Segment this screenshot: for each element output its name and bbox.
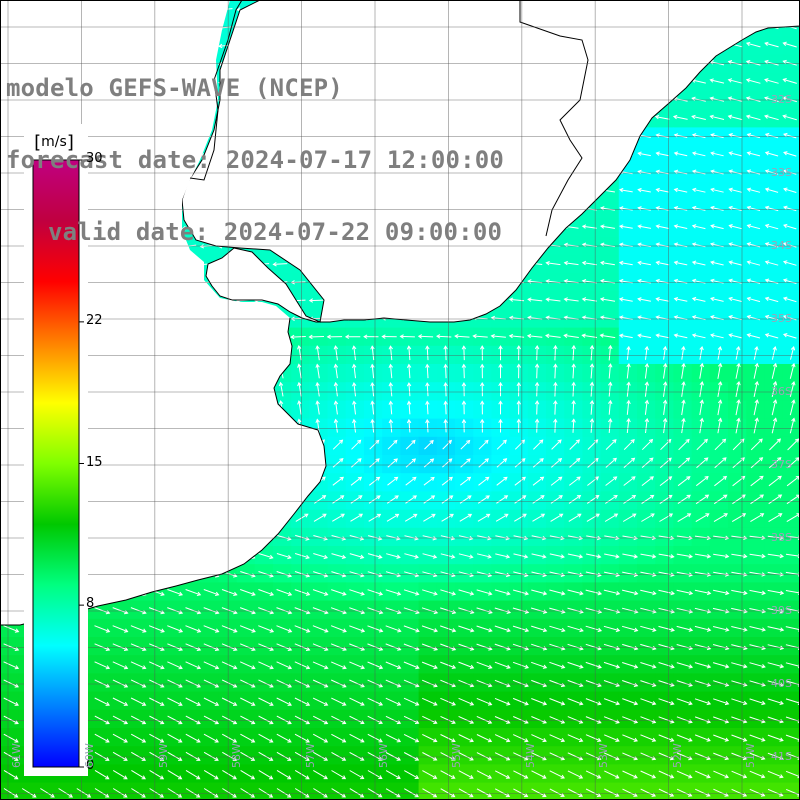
border-line-brazil bbox=[519, 0, 589, 237]
colorbar bbox=[32, 159, 80, 768]
latitude-label: 38S bbox=[771, 531, 792, 544]
longitude-label: 57W bbox=[303, 743, 317, 768]
latitude-label: 33S bbox=[771, 166, 792, 179]
latitude-label: 35S bbox=[771, 312, 792, 325]
longitude-label: 51W bbox=[744, 743, 757, 768]
colorbar-tick-label: 8 bbox=[86, 596, 95, 612]
border-line bbox=[189, 0, 243, 181]
longitude-label: 58W bbox=[230, 743, 244, 768]
longitude-label: 55W bbox=[450, 743, 464, 768]
longitude-label: 54W bbox=[523, 743, 537, 768]
colorbar-unit-text: m/s bbox=[41, 134, 67, 150]
colorbar-unit: [m/s] bbox=[34, 131, 74, 153]
colorbar-tick-label: 15 bbox=[86, 454, 103, 470]
colorbar-tick-label: 22 bbox=[86, 312, 103, 328]
latitude-label: 34S bbox=[771, 239, 792, 252]
longitude-label: 59W bbox=[156, 743, 170, 768]
latitude-label: 39S bbox=[771, 604, 792, 617]
latitude-label: 41S bbox=[771, 750, 792, 763]
latitude-label: 37S bbox=[771, 458, 792, 471]
longitude-label: 61W bbox=[10, 743, 23, 768]
coastline bbox=[0, 317, 327, 626]
colorbar-tick-label: 0 bbox=[86, 758, 95, 773]
colorbar-tick-label: 30 bbox=[86, 151, 103, 166]
latitude-label: 36S bbox=[771, 385, 792, 398]
longitude-label: 52W bbox=[670, 743, 684, 768]
longitude-label: 53W bbox=[597, 743, 611, 768]
longitude-label: 56W bbox=[377, 743, 390, 768]
longitude-label: 60W bbox=[83, 743, 97, 768]
latitude-label: 40S bbox=[771, 677, 792, 690]
land-uruguay bbox=[0, 0, 800, 323]
latitude-label: 32S bbox=[771, 93, 792, 106]
